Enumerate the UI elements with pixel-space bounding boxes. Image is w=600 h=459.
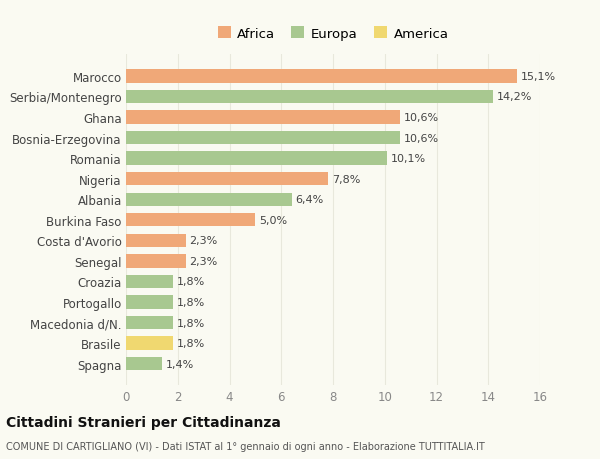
Text: 10,6%: 10,6% [404,113,439,123]
Bar [126,255,185,268]
Text: 7,8%: 7,8% [332,174,360,185]
Text: 1,4%: 1,4% [166,359,194,369]
Text: 2,3%: 2,3% [190,236,218,246]
Text: 14,2%: 14,2% [497,92,533,102]
Text: 10,1%: 10,1% [391,154,427,164]
Bar [126,234,185,247]
Text: 1,8%: 1,8% [176,297,205,308]
Bar [126,316,173,330]
Text: 6,4%: 6,4% [295,195,324,205]
Bar [126,173,328,186]
Bar [126,132,400,145]
Bar [126,337,173,350]
Text: 5,0%: 5,0% [259,215,287,225]
Bar [126,213,256,227]
Text: 10,6%: 10,6% [404,133,439,143]
Text: 2,3%: 2,3% [190,256,218,266]
Bar [126,90,493,104]
Text: COMUNE DI CARTIGLIANO (VI) - Dati ISTAT al 1° gennaio di ogni anno - Elaborazion: COMUNE DI CARTIGLIANO (VI) - Dati ISTAT … [6,441,485,451]
Bar [126,275,173,289]
Text: 15,1%: 15,1% [521,72,556,82]
Bar [126,193,292,207]
Bar [126,296,173,309]
Bar [126,152,388,165]
Bar [126,70,517,84]
Text: Cittadini Stranieri per Cittadinanza: Cittadini Stranieri per Cittadinanza [6,415,281,429]
Bar [126,111,400,124]
Text: 1,8%: 1,8% [176,338,205,348]
Bar [126,357,162,370]
Text: 1,8%: 1,8% [176,318,205,328]
Legend: Africa, Europa, America: Africa, Europa, America [212,22,454,46]
Text: 1,8%: 1,8% [176,277,205,287]
